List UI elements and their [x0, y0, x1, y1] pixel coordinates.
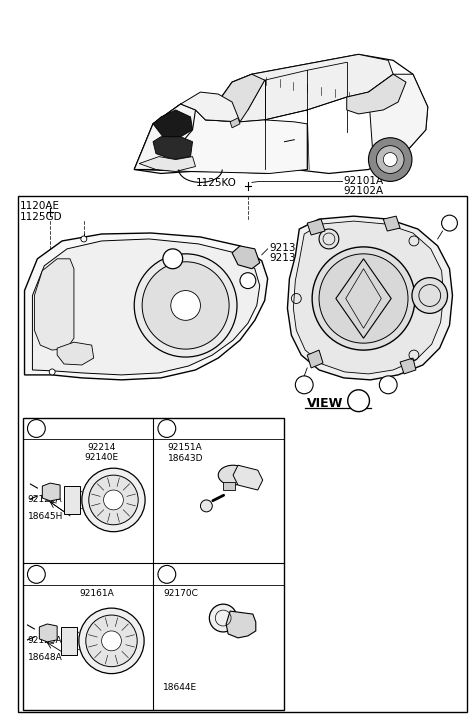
Circle shape [158, 419, 175, 438]
Polygon shape [24, 233, 267, 380]
Circle shape [311, 247, 414, 350]
Text: 18645H: 18645H [28, 512, 63, 521]
Text: 92131: 92131 [269, 243, 302, 253]
Text: b: b [163, 424, 169, 433]
Polygon shape [32, 239, 259, 375]
Polygon shape [205, 74, 264, 122]
Circle shape [86, 615, 137, 667]
Polygon shape [226, 611, 255, 638]
Circle shape [347, 390, 369, 411]
Text: 18643D: 18643D [168, 454, 203, 463]
Circle shape [28, 566, 45, 583]
Circle shape [28, 419, 45, 438]
Circle shape [318, 254, 407, 343]
Text: 92125A: 92125A [28, 636, 62, 645]
Text: 92151A: 92151A [168, 443, 202, 452]
Polygon shape [287, 216, 452, 380]
Circle shape [441, 215, 456, 231]
Circle shape [295, 376, 312, 394]
Bar [18, 196, 466, 712]
Text: 92214: 92214 [87, 443, 116, 452]
Text: 92102A: 92102A [343, 186, 383, 196]
Polygon shape [232, 246, 259, 269]
Polygon shape [39, 624, 57, 642]
Text: 92140E: 92140E [84, 454, 119, 462]
Polygon shape [134, 104, 195, 169]
Bar [223, 482, 235, 490]
Polygon shape [153, 137, 192, 159]
Text: b: b [244, 276, 250, 286]
Circle shape [101, 631, 121, 651]
Circle shape [142, 262, 228, 349]
Text: c: c [34, 569, 39, 579]
Polygon shape [399, 358, 415, 374]
Bar [22, 417, 284, 710]
Circle shape [378, 376, 397, 394]
Circle shape [383, 153, 397, 166]
Polygon shape [383, 216, 399, 231]
Polygon shape [307, 350, 322, 368]
Circle shape [158, 566, 175, 583]
Text: VIEW: VIEW [307, 397, 343, 410]
Circle shape [200, 500, 212, 512]
Text: 1125GD: 1125GD [20, 212, 62, 222]
Polygon shape [233, 465, 262, 490]
Text: A: A [169, 254, 176, 264]
Circle shape [376, 145, 403, 174]
Polygon shape [57, 342, 93, 365]
Text: 18644E: 18644E [162, 683, 197, 691]
Circle shape [162, 249, 182, 269]
Text: 92170C: 92170C [162, 590, 198, 598]
Text: d: d [446, 219, 451, 228]
Text: a: a [301, 380, 307, 390]
Text: d: d [163, 569, 169, 579]
Polygon shape [307, 219, 324, 235]
Circle shape [411, 278, 446, 313]
Text: a: a [33, 424, 40, 433]
Circle shape [367, 137, 411, 182]
Circle shape [89, 475, 138, 525]
Circle shape [134, 254, 237, 357]
Circle shape [239, 273, 255, 289]
Circle shape [103, 490, 123, 510]
Polygon shape [139, 156, 195, 172]
Polygon shape [229, 118, 239, 128]
Polygon shape [42, 483, 60, 501]
Polygon shape [346, 74, 405, 114]
Polygon shape [205, 55, 392, 122]
Bar [61, 627, 77, 655]
Text: 92101A: 92101A [343, 177, 383, 186]
Text: c: c [385, 380, 390, 390]
Circle shape [81, 236, 87, 242]
Polygon shape [134, 55, 427, 174]
Text: 92161A: 92161A [79, 590, 114, 598]
Circle shape [49, 369, 55, 375]
Ellipse shape [218, 465, 248, 485]
Circle shape [318, 229, 338, 249]
Text: 1120AE: 1120AE [20, 201, 60, 212]
Text: 92125A: 92125A [28, 495, 62, 504]
Polygon shape [134, 104, 307, 174]
Bar [64, 486, 79, 514]
Polygon shape [34, 259, 74, 350]
Text: 18648A: 18648A [28, 653, 62, 662]
Circle shape [79, 608, 144, 674]
Ellipse shape [209, 604, 237, 632]
Polygon shape [367, 74, 427, 161]
Text: 1125KO: 1125KO [195, 178, 236, 188]
Circle shape [170, 291, 200, 321]
Text: 92132D: 92132D [269, 253, 310, 263]
Polygon shape [180, 92, 239, 122]
Circle shape [82, 468, 145, 531]
Polygon shape [293, 221, 443, 374]
Text: A: A [354, 395, 362, 406]
Polygon shape [153, 110, 192, 137]
